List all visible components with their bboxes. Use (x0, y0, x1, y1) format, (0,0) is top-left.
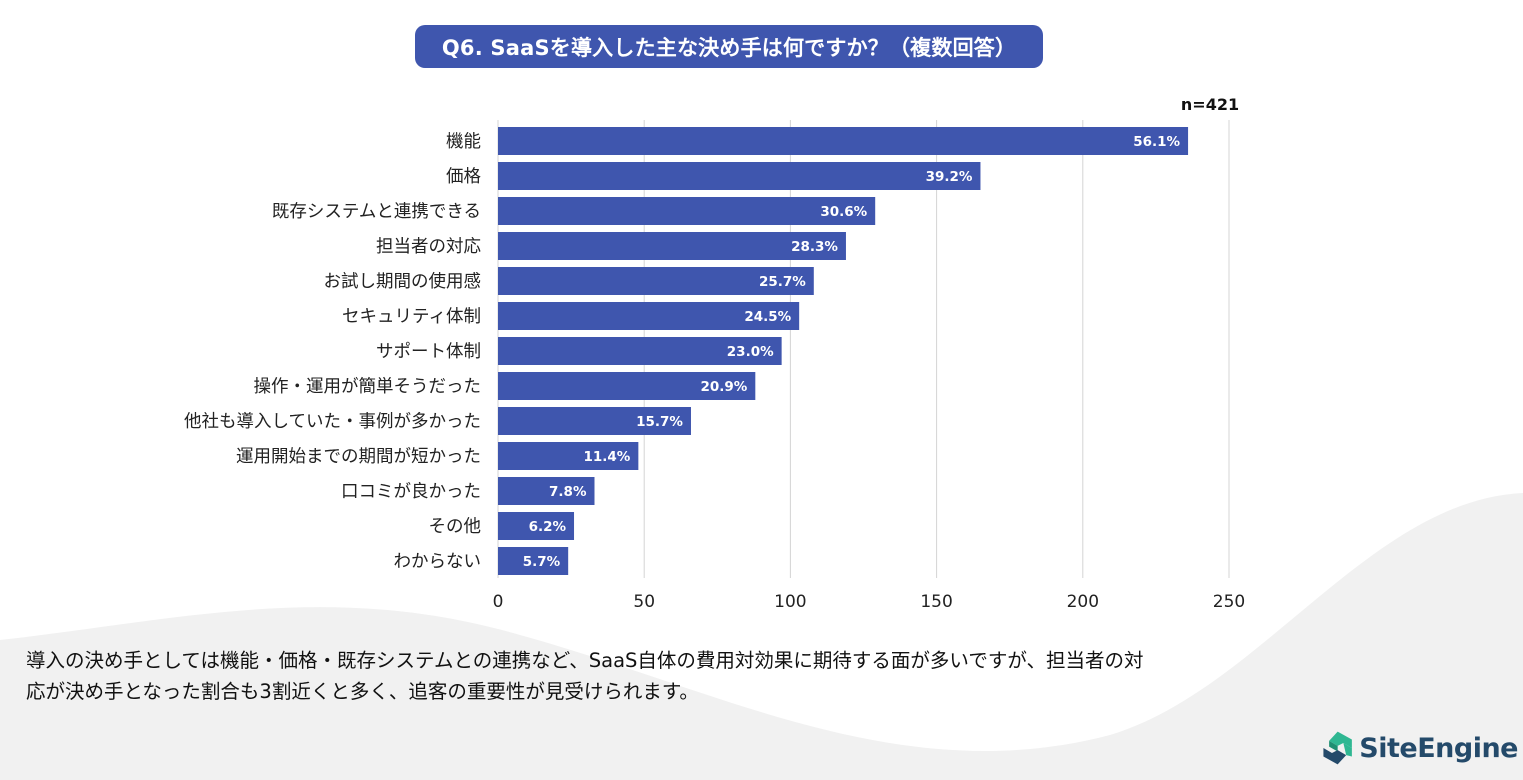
sample-size-label: n=421 (1180, 95, 1240, 114)
category-label: 操作・運用が簡単そうだった (254, 377, 482, 397)
data-label: 11.4% (584, 449, 631, 465)
category-label: お試し期間の使用感 (324, 271, 482, 292)
bar (498, 477, 595, 505)
bars (498, 127, 1189, 575)
siteengine-logo-text: SiteEngine (1359, 732, 1518, 764)
category-label: 価格 (446, 167, 481, 187)
data-label: 24.5% (744, 309, 791, 325)
category-label: セキュリティ体制 (342, 307, 481, 327)
bar (498, 407, 691, 435)
bar (498, 372, 756, 400)
bar (498, 512, 575, 540)
x-tick-label: 200 (1067, 592, 1099, 612)
category-label: 担当者の対応 (376, 237, 481, 257)
data-label: 56.1% (1133, 134, 1180, 150)
siteengine-logo: SiteEngine (1322, 722, 1518, 774)
chart-title: Q6. SaaSを導入した主な決め手は何ですか？（複数回答） (415, 25, 1043, 68)
data-label: 6.2% (529, 519, 567, 535)
x-axis-tick-labels: 0 50 100 150 200 250 (493, 592, 1246, 612)
data-label: 20.9% (700, 379, 747, 395)
bar (498, 547, 569, 575)
category-label: 他社も導入していた・事例が多かった (184, 412, 481, 432)
x-tick-label: 0 (493, 592, 504, 612)
caption-line-2: 応が決め手となった割合も3割近くと多く、追客の重要性が見受けられます。 (26, 680, 699, 703)
x-tick-label: 150 (920, 592, 952, 612)
data-label: 23.0% (727, 344, 774, 360)
bar (498, 162, 981, 190)
category-label: その他 (429, 517, 482, 537)
data-label: 25.7% (759, 274, 806, 290)
category-label: わからない (394, 552, 482, 572)
bar (498, 302, 800, 330)
category-label: サポート体制 (376, 342, 481, 362)
category-label: 機能 (446, 132, 481, 152)
bar (498, 337, 782, 365)
bar (498, 442, 639, 470)
data-label: 39.2% (926, 169, 973, 185)
data-label: 28.3% (791, 239, 838, 255)
bar (498, 197, 876, 225)
data-label: 15.7% (636, 414, 683, 430)
x-tick-label: 100 (774, 592, 806, 612)
bar (498, 232, 846, 260)
bar (498, 267, 814, 295)
data-labels: 56.1% 39.2% 30.6% 28.3% 25.7% 24.5% 23.0% 20.9%… (523, 134, 1181, 570)
x-tick-label: 50 (633, 592, 655, 612)
data-label: 7.8% (549, 484, 587, 500)
x-tick-label: 250 (1213, 592, 1245, 612)
data-label: 5.7% (523, 554, 561, 570)
summary-caption: 導入の決め手としては機能・価格・既存システムとの連携など、SaaS自体の費用対効… (26, 645, 1426, 707)
caption-line-1: 導入の決め手としては機能・価格・既存システムとの連携など、SaaS自体の費用対効… (26, 649, 1144, 672)
category-label: 口コミが良かった (341, 482, 481, 502)
data-label: 30.6% (820, 204, 867, 220)
category-label: 運用開始までの期間が短かった (236, 447, 481, 467)
bar (498, 127, 1189, 155)
category-label: 既存システムと連携できる (272, 202, 481, 222)
category-labels: 機能価格既存システムと連携できる担当者の対応お試し期間の使用感セキュリティ体制サ… (184, 132, 481, 572)
siteengine-logo-icon (1323, 731, 1352, 765)
